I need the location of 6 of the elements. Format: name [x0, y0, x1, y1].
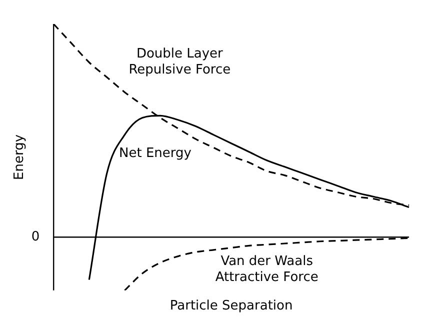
- x-axis-title: Particle Separation: [170, 298, 293, 314]
- series-label: Net Energy: [118, 146, 192, 162]
- text: 0: [31, 229, 40, 244]
- y-axis-title: Energy: [12, 134, 28, 180]
- series-label: Double Layer Repulsive Force: [128, 46, 231, 78]
- series-label: Van der Waals Attractive Force: [215, 254, 318, 285]
